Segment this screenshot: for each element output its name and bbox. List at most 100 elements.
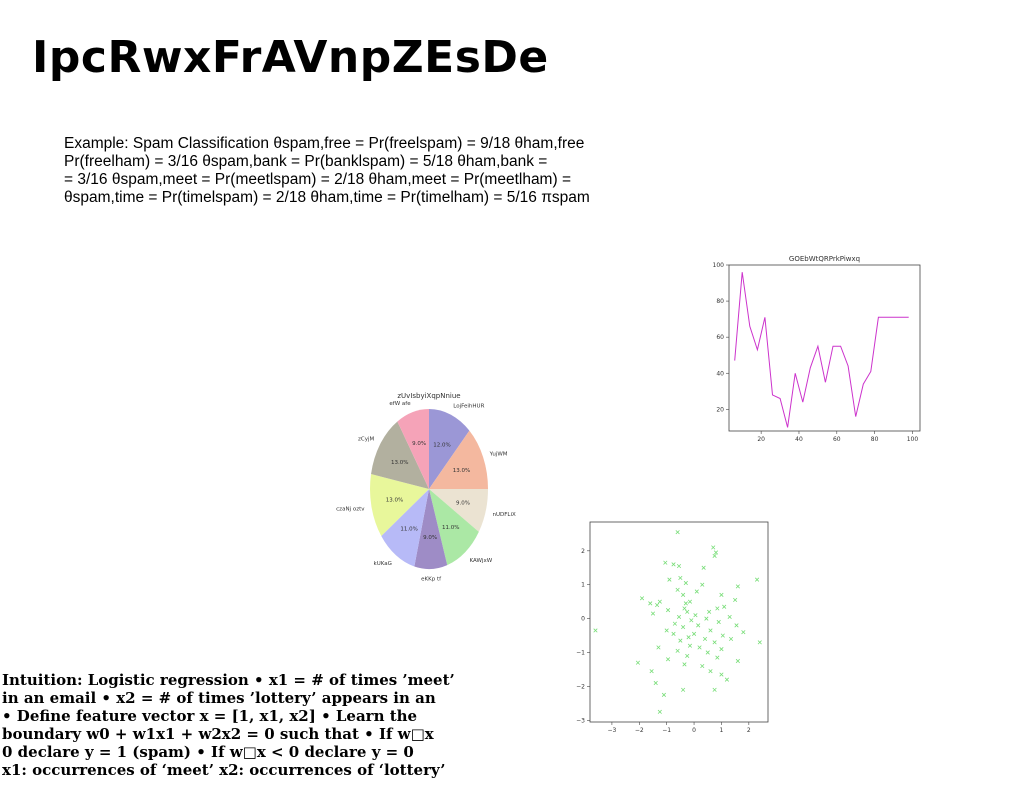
scatter-point [704, 616, 709, 621]
scatter-point [719, 647, 724, 652]
pie-category-label: eKKp tf [421, 577, 442, 583]
scatter-point [733, 597, 738, 603]
scatter-point [681, 625, 686, 630]
pie-slice [370, 474, 429, 537]
scatter-point [727, 614, 732, 619]
pie-pct-label: 11.0% [400, 527, 417, 533]
scatter-point [689, 618, 694, 623]
pie-pct-label: 9.0% [423, 535, 437, 541]
pie-category-label: kUKaG [374, 561, 392, 567]
scatter-point [712, 687, 717, 692]
line-series [734, 272, 909, 428]
scatter-point [672, 621, 677, 626]
scatter-point [687, 599, 693, 604]
pie-pct-label: 9.0% [456, 500, 470, 506]
scatter-point [681, 592, 686, 597]
pie-chart-title: zUvIsbyiXqpNniue [397, 392, 460, 400]
scatter-point [701, 565, 706, 570]
scatter-point [708, 669, 713, 674]
pie-pct-label: 11.0% [442, 525, 459, 531]
scatter-point [681, 687, 686, 692]
scatter-point [649, 669, 654, 674]
scatter-point [686, 635, 691, 640]
x-tick-label: 40 [795, 436, 803, 442]
scatter-point [650, 611, 656, 616]
scatter-point [708, 628, 713, 633]
scatter-point [671, 562, 676, 567]
scatter-point [676, 563, 682, 569]
scatter-point [655, 602, 660, 608]
line-chart: GOEbWtQRPrkPiwxq 20 40 60 80 100 20 40 60 80 100 [700, 252, 930, 443]
scatter-point [694, 589, 699, 594]
y-tick-label: 60 [716, 334, 724, 341]
scatter-point [719, 672, 724, 677]
y-tick-label: 80 [716, 298, 724, 305]
y-tick-label: 0 [581, 616, 585, 623]
scatter-point [665, 608, 671, 613]
intuition-line: Intuition: Logistic regression • x1 = # … [2, 671, 455, 689]
scatter-point [683, 601, 688, 606]
scatter-point [705, 650, 710, 655]
scatter-point [665, 657, 671, 662]
body-text: Example: Spam Classification θspam,free … [64, 135, 624, 207]
scatter-point [678, 575, 683, 581]
pie-slice [429, 409, 470, 489]
pie-pct-label: 13.0% [453, 468, 470, 474]
x-tick-label: 1 [720, 727, 724, 734]
pie-slice [429, 489, 488, 532]
pie-slice [429, 430, 488, 489]
scatter-point [716, 619, 721, 625]
scatter-point [682, 662, 687, 667]
scatter-point [707, 609, 712, 614]
scatter-point [715, 606, 720, 611]
y-tick-label: −1 [576, 650, 585, 657]
scatter-point [702, 636, 708, 642]
y-tick-label: 40 [716, 370, 724, 377]
scatter-point [719, 592, 724, 597]
scatter-point [663, 560, 668, 565]
scatter-point [675, 648, 680, 653]
x-tick-label: 2 [747, 727, 751, 734]
pie-category-label: czaNj oztv [336, 507, 365, 513]
scatter-point [639, 596, 645, 601]
pie-category-label: nUDFLiX [493, 512, 517, 518]
scatter-point [653, 680, 658, 686]
scatter-point [693, 613, 698, 618]
pie-pct-label: 12.0% [433, 442, 450, 448]
scatter-point [683, 580, 688, 586]
scatter-point [676, 614, 682, 619]
body-line: Example: Spam Classification θspam,free … [64, 135, 585, 152]
x-tick-label: −2 [635, 727, 644, 734]
scatter-point [687, 643, 693, 648]
y-tick-label: −3 [576, 717, 585, 724]
scatter-point [757, 640, 762, 645]
scatter-chart-svg: −3 −2 −1 0 1 2 −3 −2 −1 0 1 2 [576, 521, 769, 734]
scatter-point [734, 623, 739, 628]
scatter-point [682, 606, 687, 611]
y-tick-label: 20 [716, 406, 724, 413]
x-tick-label: 100 [907, 436, 919, 442]
scatter-point [667, 577, 672, 582]
y-tick-label: 2 [581, 548, 585, 555]
scatter-point [696, 623, 701, 628]
intuition-line: boundary w0 + w1x1 + w2x2 = 0 such that … [2, 725, 434, 743]
scatter-point [593, 628, 598, 633]
intuition-line: in an email • x2 = # of times ’lottery’ … [2, 689, 436, 707]
scatter-point [722, 604, 727, 609]
x-tick-label: −1 [662, 727, 671, 734]
pie-pct-label: 13.0% [391, 460, 408, 466]
pie-category-label: zCyjM [358, 437, 375, 443]
scatter-point [720, 633, 725, 638]
scatter-chart-frame [589, 521, 769, 723]
scatter-point [671, 631, 676, 636]
line-chart-svg: GOEbWtQRPrkPiwxq 20 40 60 80 100 20 40 60 80 100 [713, 255, 921, 443]
line-chart-title: GOEbWtQRPrkPiwxq [789, 255, 860, 263]
scatter-point [741, 630, 746, 635]
scatter-point [648, 601, 653, 606]
scatter-point [712, 553, 717, 558]
y-tick-label: 1 [581, 582, 585, 589]
pie-slice [414, 489, 448, 569]
scatter-point [711, 545, 716, 550]
pie-chart-svg: zUvIsbyiXqpNniue 12.0% LojFeihHUR 13.0% YujW… [336, 392, 517, 583]
x-tick-label: 0 [692, 727, 696, 734]
